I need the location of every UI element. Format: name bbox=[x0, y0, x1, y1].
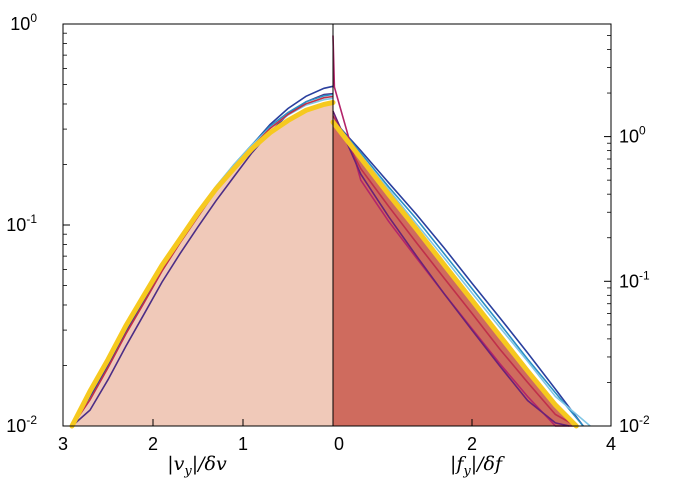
ticks-layer bbox=[62, 23, 612, 427]
right-fit-layer bbox=[330, 119, 579, 429]
right-series-1 bbox=[332, 119, 584, 427]
right-fill-area bbox=[333, 122, 577, 426]
left-panel bbox=[69, 85, 336, 429]
left-xtick-label-0: 3 bbox=[58, 434, 68, 454]
left-xtick-label-1: 2 bbox=[148, 434, 158, 454]
right-fit-curve bbox=[330, 119, 579, 429]
right-xtick-label-2: 4 bbox=[606, 434, 616, 454]
right-xtick-label-0: 0 bbox=[334, 434, 344, 454]
left-ytick-label-1: 10-1 bbox=[6, 212, 37, 235]
left-ytick-label-0: 100 bbox=[10, 11, 37, 34]
right-ytick-label-1: 10-1 bbox=[619, 268, 650, 291]
left-fit-curve bbox=[69, 100, 336, 429]
right-series-6 bbox=[332, 110, 570, 427]
right-fill-layer bbox=[333, 122, 577, 426]
right-ytick-label-2: 10-2 bbox=[619, 413, 650, 436]
right-xtick-label-1: 2 bbox=[467, 434, 477, 454]
left-series-2 bbox=[71, 92, 334, 427]
right-panel bbox=[330, 35, 591, 429]
left-fill-layer bbox=[72, 102, 333, 426]
right-series-2 bbox=[332, 119, 584, 427]
labels-layer: 100 10-1 10-2 100 10-1 10-2 3 2 1 0 2 4 |vy|/δv |fy|/… bbox=[6, 11, 650, 479]
right-ytick-label-0: 100 bbox=[619, 124, 646, 147]
left-xlabel: |vy|/δv bbox=[167, 453, 227, 479]
left-xtick-label-2: 1 bbox=[238, 434, 248, 454]
right-xlabel: |fy|/δf bbox=[450, 453, 505, 479]
right-series-5 bbox=[332, 115, 577, 427]
left-fill-area bbox=[72, 102, 333, 426]
left-ytick-label-2: 10-2 bbox=[6, 413, 37, 436]
left-fit-layer bbox=[69, 100, 336, 429]
